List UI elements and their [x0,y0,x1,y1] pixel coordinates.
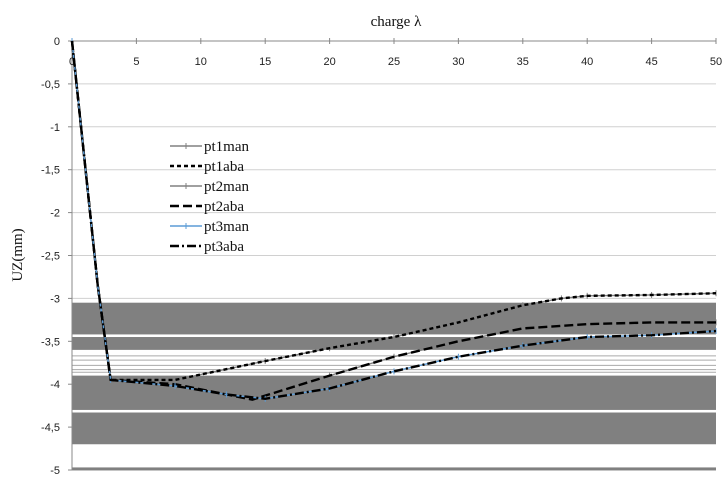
legend-item-pt3aba: pt3aba [170,239,244,255]
y-tick-label-4: -2 [50,208,60,220]
y-tick-label-9: -4,5 [41,422,60,434]
legend-item-pt1aba: pt1aba [170,159,244,175]
x-tick-label-4: 20 [323,56,335,68]
legend-item-pt1man: pt1man [170,139,249,155]
legend: pt1man pt1aba pt2man pt2aba pt3man pt3aba [170,139,249,255]
legend-label-pt1man: pt1man [204,139,249,155]
y-tick-label-6: -3 [50,293,60,305]
x-tick-label-6: 30 [452,56,464,68]
series-layer [70,38,717,403]
legend-label-pt3man: pt3man [204,219,249,235]
shaded-band-0 [72,302,716,335]
x-tick-label-10: 50 [710,56,722,68]
y-axis-title: UZ(mm) [10,228,26,281]
shaded-band-bottom [72,467,716,471]
legend-item-pt2aba: pt2aba [170,199,244,215]
x-tick-label-3: 15 [259,56,271,68]
y-tick-label-10: -5 [50,465,60,477]
x-tick-label-8: 40 [581,56,593,68]
x-tick-label-9: 45 [645,56,657,68]
y-tick-label-3: -1,5 [41,165,60,177]
shaded-band-1 [72,337,716,350]
x-tick-label-1: 5 [133,56,139,68]
series-line-pt1aba [70,40,717,382]
shaded-band-2 [72,375,716,410]
series-pt1aba [70,40,717,382]
x-tick-label-0: 0 [69,56,75,68]
x-tick-label-7: 35 [517,56,529,68]
legend-label-pt3aba: pt3aba [204,239,244,255]
y-tick-label-8: -4 [50,379,60,391]
tick-labels: 0 5 10 15 20 25 30 35 40 45 50 0 -0,5 -1 -1,5 -2 -2,5 -3 -… [41,36,722,477]
legend-item-pt3man: pt3man [170,219,249,235]
x-tick-label-2: 10 [195,56,207,68]
y-tick-label-5: -2,5 [41,251,60,263]
x-tick-label-5: 25 [388,56,400,68]
legend-item-pt2man: pt2man [170,179,249,195]
y-tick-label-1: -0,5 [41,79,60,91]
series-line-pt3aba [70,40,717,400]
y-tick-label-7: -3,5 [41,336,60,348]
y-tick-label-0: 0 [54,36,60,48]
legend-label-pt2aba: pt2aba [204,199,244,215]
shaded-bands [72,302,716,471]
y-tick-label-2: -1 [50,122,60,134]
shaded-band-3 [72,412,716,445]
legend-label-pt1aba: pt1aba [204,159,244,175]
x-axis-title: charge λ [371,14,422,30]
series-pt3aba [70,40,717,400]
legend-label-pt2man: pt2man [204,179,249,195]
